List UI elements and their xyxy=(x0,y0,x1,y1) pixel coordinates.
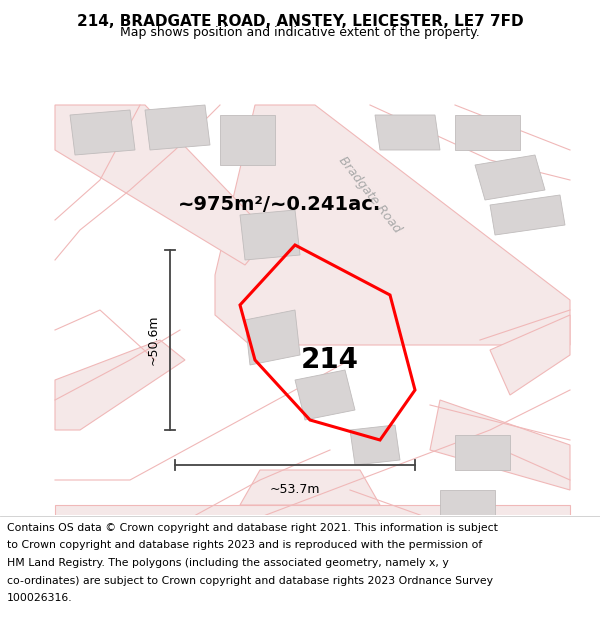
Text: Map shows position and indicative extent of the property.: Map shows position and indicative extent… xyxy=(120,26,480,39)
Text: HM Land Registry. The polygons (including the associated geometry, namely x, y: HM Land Registry. The polygons (includin… xyxy=(7,558,449,568)
Polygon shape xyxy=(475,155,545,200)
Text: Contains OS data © Crown copyright and database right 2021. This information is : Contains OS data © Crown copyright and d… xyxy=(7,522,498,532)
Polygon shape xyxy=(455,115,520,150)
Text: 214: 214 xyxy=(301,346,359,374)
Text: co-ordinates) are subject to Crown copyright and database rights 2023 Ordnance S: co-ordinates) are subject to Crown copyr… xyxy=(7,576,493,586)
Polygon shape xyxy=(440,490,495,525)
Polygon shape xyxy=(240,470,380,505)
Text: Bradgate Road: Bradgate Road xyxy=(336,154,404,236)
Polygon shape xyxy=(55,340,185,430)
Polygon shape xyxy=(375,115,440,150)
Text: ~53.7m: ~53.7m xyxy=(270,483,320,496)
Polygon shape xyxy=(350,425,400,465)
Text: to Crown copyright and database rights 2023 and is reproduced with the permissio: to Crown copyright and database rights 2… xyxy=(7,540,482,550)
Polygon shape xyxy=(70,110,135,155)
Text: ~975m²/~0.241ac.: ~975m²/~0.241ac. xyxy=(178,196,382,214)
Polygon shape xyxy=(240,210,300,260)
Text: 100026316.: 100026316. xyxy=(7,593,73,603)
Polygon shape xyxy=(245,310,300,365)
Polygon shape xyxy=(55,505,570,550)
Polygon shape xyxy=(455,435,510,470)
Polygon shape xyxy=(215,105,570,345)
Polygon shape xyxy=(295,370,355,420)
Polygon shape xyxy=(145,105,210,150)
Text: ~50.6m: ~50.6m xyxy=(147,315,160,365)
Polygon shape xyxy=(220,115,275,165)
Polygon shape xyxy=(490,315,570,395)
Polygon shape xyxy=(55,105,270,265)
Polygon shape xyxy=(430,400,570,490)
Text: 214, BRADGATE ROAD, ANSTEY, LEICESTER, LE7 7FD: 214, BRADGATE ROAD, ANSTEY, LEICESTER, L… xyxy=(77,14,523,29)
Polygon shape xyxy=(490,195,565,235)
